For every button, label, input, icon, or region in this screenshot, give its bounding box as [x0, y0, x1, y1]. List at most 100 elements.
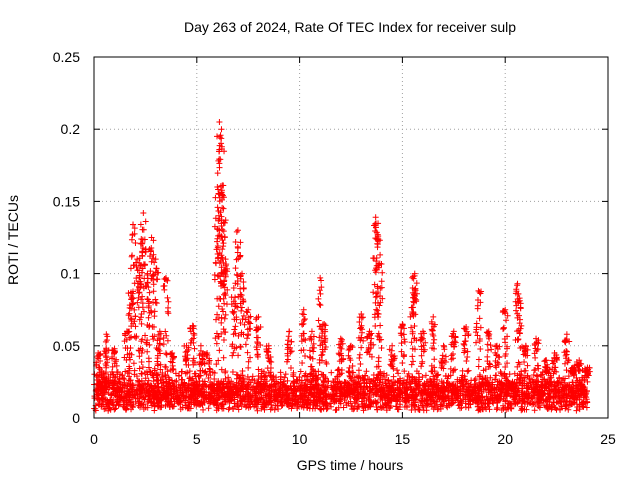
data-point: [302, 370, 309, 377]
data-point: [272, 402, 279, 409]
data-point: [556, 398, 563, 405]
data-point: [349, 362, 356, 369]
data-point: [377, 389, 384, 396]
data-point: [145, 304, 152, 311]
data-point: [390, 373, 397, 380]
data-point: [139, 304, 146, 311]
data-point: [355, 393, 362, 400]
data-point: [408, 339, 415, 346]
data-point: [233, 271, 240, 278]
data-point: [561, 349, 568, 356]
data-point: [238, 397, 245, 404]
data-point: [168, 391, 175, 398]
data-point: [411, 346, 418, 353]
data-point: [540, 389, 547, 396]
data-point: [140, 401, 147, 408]
data-point: [531, 385, 538, 392]
data-point: [228, 294, 235, 301]
data-point: [214, 170, 221, 177]
data-point: [216, 142, 223, 149]
data-point: [503, 388, 510, 395]
data-point: [428, 368, 435, 375]
data-point: [144, 279, 151, 286]
data-point: [235, 406, 242, 413]
data-point: [165, 381, 172, 388]
data-point: [562, 352, 569, 359]
data-point: [529, 378, 536, 385]
data-point: [194, 397, 201, 404]
data-point: [116, 392, 123, 399]
data-point: [200, 356, 207, 363]
data-point: [205, 360, 212, 367]
data-point: [303, 404, 310, 411]
data-point: [409, 374, 416, 381]
data-point: [368, 335, 375, 342]
data-point: [150, 272, 157, 279]
data-point: [515, 327, 522, 334]
data-point: [502, 364, 509, 371]
data-point: [536, 387, 543, 394]
data-point: [375, 371, 382, 378]
data-point: [399, 360, 406, 367]
data-point: [516, 295, 523, 302]
data-point: [390, 353, 397, 360]
x-tick-label: 0: [90, 431, 98, 447]
data-point: [107, 371, 114, 378]
data-point: [111, 406, 118, 413]
data-point: [545, 393, 552, 400]
data-point: [308, 378, 315, 385]
data-point: [257, 378, 264, 385]
data-point: [138, 262, 145, 269]
data-point: [170, 353, 177, 360]
data-point: [157, 350, 164, 357]
data-point: [449, 350, 456, 357]
data-point: [504, 384, 511, 391]
data-point: [130, 221, 137, 228]
data-point: [253, 383, 260, 390]
data-point: [140, 226, 147, 233]
data-point: [222, 271, 229, 278]
data-point: [265, 355, 272, 362]
data-point: [135, 290, 142, 297]
data-point: [386, 346, 393, 353]
data-point: [232, 300, 239, 307]
data-point: [483, 393, 490, 400]
data-point: [222, 262, 229, 269]
data-point: [162, 402, 169, 409]
data-point: [128, 334, 135, 341]
data-point: [345, 368, 352, 375]
data-point: [503, 377, 510, 384]
data-point: [444, 404, 451, 411]
data-point: [275, 405, 282, 412]
data-point: [416, 407, 423, 414]
data-point: [223, 383, 230, 390]
data-point: [300, 336, 307, 343]
data-point: [160, 379, 167, 386]
data-point: [272, 386, 279, 393]
data-point: [229, 352, 236, 359]
data-point: [484, 347, 491, 354]
data-point: [377, 370, 384, 377]
data-point: [543, 403, 550, 410]
data-point: [182, 353, 189, 360]
data-point: [387, 404, 394, 411]
data-point: [418, 334, 425, 341]
data-point: [523, 406, 530, 413]
data-point: [182, 370, 189, 377]
data-point: [172, 370, 179, 377]
data-point: [378, 345, 385, 352]
data-point: [109, 401, 116, 408]
data-point: [309, 384, 316, 391]
data-point: [302, 337, 309, 344]
data-point: [127, 344, 134, 351]
data-point: [138, 320, 145, 327]
data-point: [557, 381, 564, 388]
data-point: [319, 357, 326, 364]
data-point: [415, 404, 422, 411]
data-point: [372, 377, 379, 384]
data-point: [450, 328, 457, 335]
data-point: [246, 376, 253, 383]
data-point: [479, 404, 486, 411]
data-point: [144, 348, 151, 355]
